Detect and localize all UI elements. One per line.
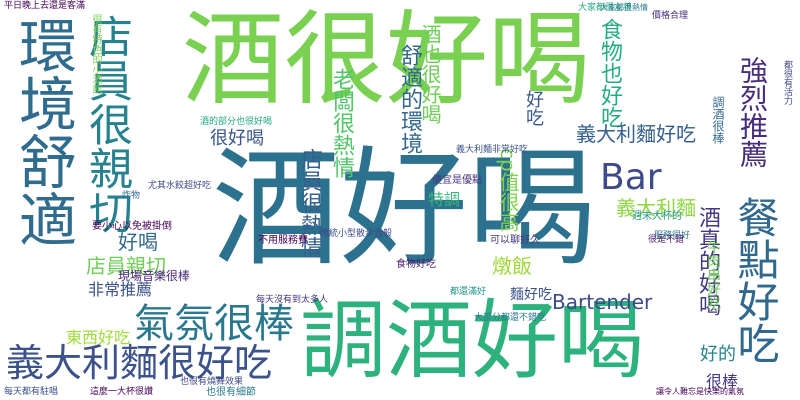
word: 都還滿好 (450, 287, 487, 297)
word: 食物也好吃 (597, 18, 622, 128)
word: 舒適的環境 (397, 44, 422, 154)
word: 可以聊好久 (490, 235, 540, 246)
word: cp值很高 (496, 148, 520, 232)
word: 大家都很友善 (578, 3, 633, 13)
word: 每天沒有到太多人 (256, 295, 329, 305)
word: 大部分都還不錯吃 (474, 313, 547, 323)
word: 要小心以免被掛倒 (92, 221, 172, 232)
word: 非常推薦 (88, 280, 153, 299)
word: 東西好吃 (66, 328, 131, 347)
word: 價格合理 (652, 11, 689, 21)
word: 尤其水餃超好吃 (148, 181, 212, 191)
word: 現場音樂很棒 (118, 269, 191, 283)
word: 平日晚上去還是客滿 (4, 1, 86, 11)
word: 燉飯 (492, 254, 532, 278)
word: 週末大杯的 (632, 211, 682, 222)
word: 餐點好吃 (731, 196, 780, 364)
word: 很是不錯 (648, 235, 685, 245)
word: 調酒好喝 (300, 291, 644, 391)
word: 店員很熱情 (297, 148, 322, 258)
word: 調酒很棒 (711, 96, 725, 144)
word: 大家都很熱情 (600, 3, 648, 12)
word: 義大利麵好吃 (576, 122, 696, 146)
word: 強烈推薦 (736, 56, 769, 168)
word: 都很有活力 (782, 60, 792, 105)
word: 牛肉串好吃 (705, 240, 721, 310)
word: 好的 (700, 344, 736, 365)
word: 特調 (428, 190, 461, 209)
word: 很棒 (706, 372, 739, 391)
word: 店員親切 (86, 254, 166, 278)
word: 酒真的好喝 (695, 206, 720, 316)
word: 好喝 (118, 230, 158, 254)
word: 不用服務費 (258, 235, 308, 246)
word: Bar (600, 157, 662, 198)
word: 便宜是優點 (432, 175, 482, 186)
word: 傳統小型散步雲般 (320, 229, 393, 239)
word: 讓令人難忘是快樂的氣氛 (656, 387, 744, 396)
word: 酒好喝 (212, 135, 597, 284)
word: 酒也很好喝 (418, 24, 442, 124)
word: 酒很好喝 (182, 1, 590, 120)
word: 老闆很熱情 (329, 68, 354, 178)
word: Bartender (552, 290, 653, 314)
word: 環境舒適 (9, 16, 77, 248)
word: 很有特色的小酒館 (90, 14, 101, 94)
word: 很好喝 (210, 128, 264, 149)
word: 每天都有駐唱 (4, 387, 59, 397)
word: 氣氛很棒 (134, 301, 294, 347)
word: 麵好吃 (510, 287, 552, 303)
word: 好吃 (523, 90, 544, 126)
word: 義大利麵 (616, 196, 696, 220)
word: 炸物 (122, 191, 141, 201)
word: 也很有細節 (206, 387, 256, 398)
word: 食物好吃 (396, 259, 436, 270)
word: 服務很好 (654, 231, 691, 241)
word: 這麼一大杯很讚 (90, 387, 154, 397)
word: 店員很親切 (81, 14, 132, 234)
word: 酒的部分也很好喝 (200, 117, 273, 127)
word: 義大利麵非常好吃 (456, 145, 529, 155)
word: 也很有燒舞效果 (180, 377, 244, 387)
word: 義大利麵很好吃 (6, 341, 273, 385)
